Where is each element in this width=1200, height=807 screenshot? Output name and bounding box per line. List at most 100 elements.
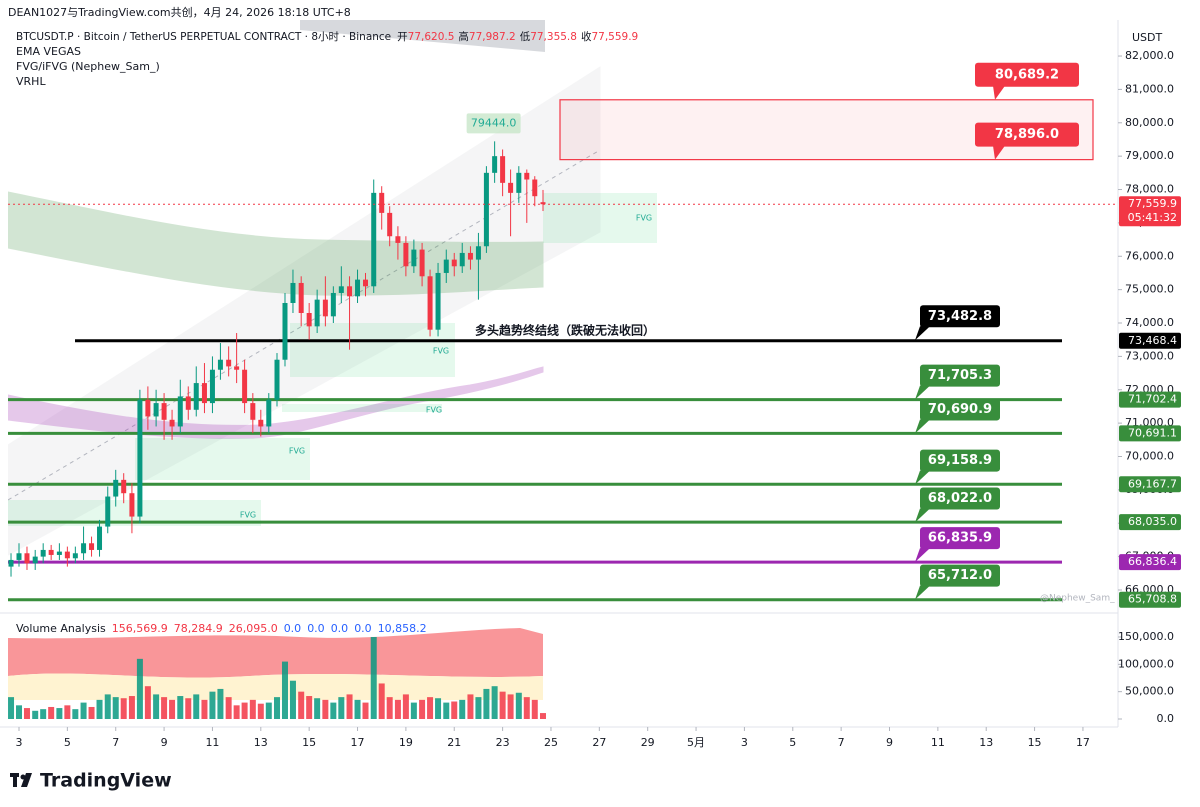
candle-body <box>209 369 215 404</box>
volume-bar <box>274 697 281 719</box>
volume-bar <box>177 696 184 719</box>
level-axis-box <box>1119 425 1181 442</box>
volume-bar <box>298 691 305 719</box>
marks <box>8 99 1118 719</box>
candle-body <box>387 212 393 237</box>
volume-bar <box>451 701 458 719</box>
volume-bar <box>16 705 23 719</box>
candle-body <box>137 399 143 517</box>
ohlc-label: 高 <box>458 30 469 43</box>
high-annotation-box <box>466 113 521 134</box>
level-tag-label: 65,712.0 <box>928 568 992 583</box>
x-tick-label: 29 <box>641 736 655 749</box>
volume-bar <box>338 697 345 719</box>
watermark: DEAN1027与TradingView.com共创，4月 24, 2026 1… <box>8 6 351 19</box>
level-axis-label: 66,836.4 <box>1128 555 1177 568</box>
zone-tag <box>975 62 1079 87</box>
level-tag <box>920 527 1000 550</box>
candle-body <box>483 172 489 247</box>
candle-body <box>395 236 401 243</box>
candle-body <box>177 396 183 427</box>
candle-body <box>306 312 312 327</box>
channel-mid <box>8 149 601 501</box>
volume-y-tick-label: 150,000.0 <box>1118 630 1174 643</box>
volume-bar <box>378 683 385 719</box>
candle-body <box>298 282 304 313</box>
candle-body <box>459 252 465 267</box>
level-tag <box>920 398 1000 421</box>
candle-body <box>443 259 449 273</box>
candle-body <box>500 156 506 183</box>
candle-body <box>508 182 514 193</box>
candle-body <box>411 249 417 267</box>
volume-bar <box>104 694 111 719</box>
volume-bar <box>88 706 95 719</box>
candle-body <box>290 282 296 303</box>
candle-body <box>516 172 522 193</box>
candle-body <box>48 549 54 555</box>
candle-body <box>314 299 320 327</box>
candle-body <box>113 479 119 497</box>
candle-body <box>282 302 288 360</box>
volume-readout: 0.0 <box>307 622 325 635</box>
candle-body <box>242 369 248 404</box>
x-tick-label: 5 <box>789 736 796 749</box>
level-axis-box <box>1119 391 1181 408</box>
price-box <box>1119 196 1181 227</box>
level-tag-label: 69,158.9 <box>928 453 992 468</box>
x-tick-label: 5 <box>64 736 71 749</box>
volume-bar <box>443 702 450 719</box>
candle-body <box>89 543 95 550</box>
zone-tag-pointer <box>993 85 1005 100</box>
candle-body <box>355 279 361 297</box>
candle-body <box>524 172 530 180</box>
price-label: 77,559.9 <box>1128 197 1177 210</box>
volume-bar <box>241 702 248 719</box>
level-tag <box>920 487 1000 510</box>
volume-bar <box>483 688 490 719</box>
ohlc-label: 开 <box>397 31 408 43</box>
candle-body <box>338 286 344 293</box>
candle-body <box>24 553 30 564</box>
level-tag <box>920 305 1000 328</box>
candle-body <box>185 396 191 410</box>
level-tag-label: 68,022.0 <box>928 491 992 506</box>
volume-band-low <box>8 673 543 700</box>
volume-bar <box>56 708 63 719</box>
x-tick-label: 13 <box>979 736 993 749</box>
level-tag-label: 66,835.9 <box>928 531 992 546</box>
volume-readout: 10,858.2 <box>378 622 427 635</box>
volume-bar <box>427 697 434 719</box>
volume-bar <box>193 694 200 719</box>
volume-bar <box>249 699 256 719</box>
volume-bar <box>40 709 47 719</box>
level-tag <box>920 364 1000 387</box>
level-axis-label: 69,167.7 <box>1128 477 1177 490</box>
level-tag-label: 71,705.3 <box>928 368 992 383</box>
volume-y-tick-label: 100,000.0 <box>1118 657 1174 670</box>
candle-body <box>16 553 22 560</box>
candle-body <box>363 279 369 287</box>
candle-body <box>258 419 264 427</box>
volume-bar <box>233 705 240 719</box>
level-tag-pointer <box>915 548 930 563</box>
volume-bar <box>354 699 361 719</box>
volume-bar <box>209 691 216 719</box>
volume-bar <box>410 702 417 719</box>
x-tick-label: 3 <box>16 736 23 749</box>
volume-title: Volume Analysis 156,569.9 78,284.9 26,095.0… <box>16 622 427 635</box>
indicator: VRHL <box>16 75 46 88</box>
level-tag-pointer <box>915 585 930 600</box>
ohlc-label: 收 <box>581 30 592 43</box>
volume-bar <box>225 697 232 719</box>
logo: TradingView <box>10 770 172 792</box>
x-tick-label: 9 <box>886 736 893 749</box>
volume-bar <box>32 710 39 719</box>
logo-text: TradingView <box>40 770 172 792</box>
volume-bar <box>314 698 321 719</box>
candle-body <box>72 553 78 559</box>
volume-y-tick-label: 0.0 <box>1157 712 1175 725</box>
volume-bar <box>402 694 409 719</box>
